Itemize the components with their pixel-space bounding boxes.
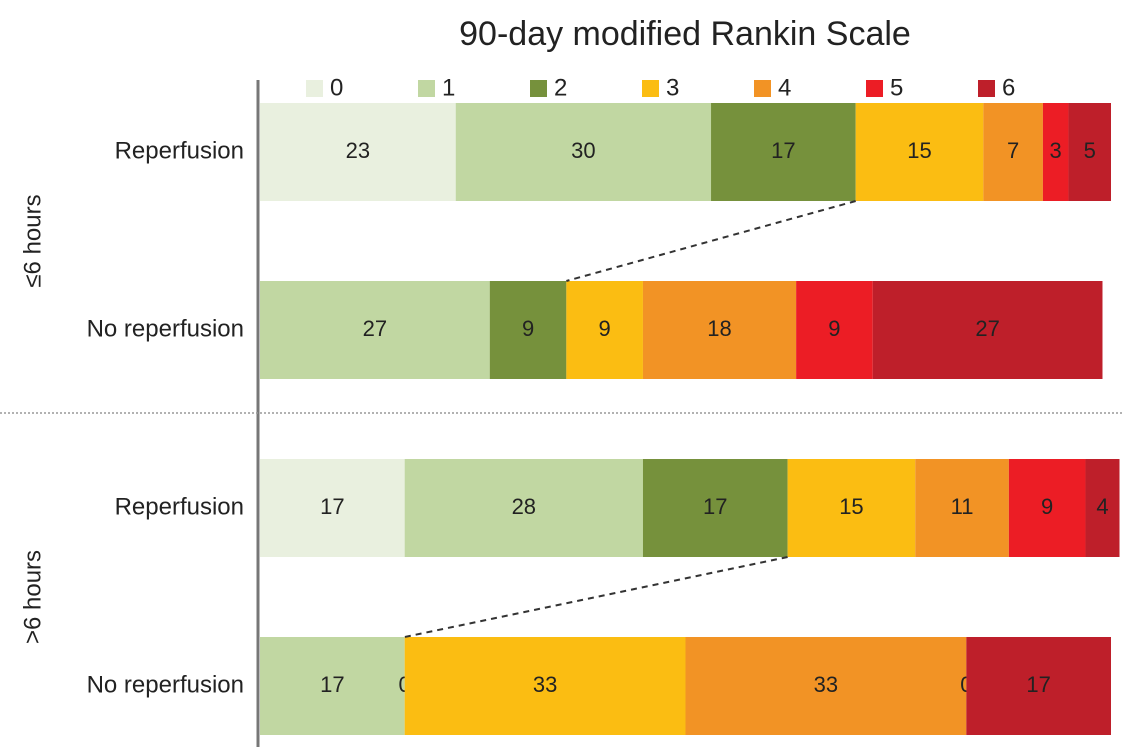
value-label: 33 — [814, 672, 838, 697]
legend-swatch — [866, 80, 883, 97]
legend-swatch — [418, 80, 435, 97]
legend-label: 6 — [1002, 74, 1015, 101]
value-label: 17 — [703, 494, 727, 519]
bar-segment — [260, 281, 490, 379]
value-label: 5 — [1084, 138, 1096, 163]
value-label: 15 — [907, 138, 931, 163]
bar-segment — [455, 103, 712, 201]
legend-label: 4 — [778, 74, 791, 101]
value-label: 17 — [1026, 672, 1050, 697]
legend-label: 1 — [442, 74, 455, 101]
bar-segment — [855, 103, 984, 201]
bar-segment — [260, 103, 456, 201]
bar-segment — [711, 103, 856, 201]
bar-segment — [1068, 103, 1111, 201]
legend-label: 0 — [330, 74, 343, 101]
category-label: No reperfusion — [87, 671, 244, 698]
legend-swatch — [754, 80, 771, 97]
value-label: 23 — [346, 138, 370, 163]
value-label: 9 — [522, 316, 534, 341]
value-label: 9 — [828, 316, 840, 341]
bar-segment — [1085, 459, 1120, 557]
legend-label: 5 — [890, 74, 903, 101]
bar-segment — [966, 637, 1111, 735]
bar-segment — [915, 459, 1009, 557]
value-label: 9 — [599, 316, 611, 341]
bar-segment — [642, 459, 788, 557]
value-label: 17 — [320, 494, 344, 519]
bar-segment — [787, 459, 916, 557]
value-label: 17 — [320, 672, 344, 697]
value-label: 30 — [571, 138, 595, 163]
value-label: 7 — [1007, 138, 1019, 163]
chart-title: 90-day modified Rankin Scale — [459, 15, 911, 53]
bar-segment — [1008, 459, 1086, 557]
bar-segment — [642, 281, 797, 379]
bar-segment — [872, 281, 1103, 379]
connector-line — [404, 556, 788, 638]
group-label: >6 hours — [19, 550, 46, 644]
value-label: 11 — [951, 494, 974, 519]
category-label: No reperfusion — [87, 315, 244, 342]
category-label: Reperfusion — [115, 137, 244, 164]
value-label: 27 — [975, 316, 999, 341]
value-label: 17 — [771, 138, 795, 163]
value-label: 33 — [533, 672, 557, 697]
bar-segment — [796, 281, 873, 379]
legend-label: 3 — [666, 74, 679, 101]
bar-segment — [404, 637, 686, 735]
legend-label: 2 — [554, 74, 567, 101]
category-label: Reperfusion — [115, 493, 244, 520]
legend-swatch — [530, 80, 547, 97]
bar-segment — [685, 637, 967, 735]
value-label: 9 — [1041, 494, 1053, 519]
value-label: 18 — [707, 316, 731, 341]
bar-segment — [1042, 103, 1069, 201]
legend-swatch — [978, 80, 995, 97]
legend-swatch — [306, 80, 323, 97]
bar-segment — [983, 103, 1043, 201]
bar-segment — [260, 637, 405, 735]
value-label: 27 — [363, 316, 387, 341]
group-label: ≤6 hours — [19, 194, 46, 287]
bar-segment — [566, 281, 643, 379]
legend-swatch — [642, 80, 659, 97]
bar-segment — [489, 281, 567, 379]
connector-line — [566, 200, 856, 282]
value-label: 4 — [1096, 494, 1108, 519]
bar-segment — [404, 459, 643, 557]
value-label: 3 — [1050, 138, 1062, 163]
value-label: 15 — [839, 494, 863, 519]
value-label: 28 — [512, 494, 536, 519]
bar-segment — [260, 459, 405, 557]
